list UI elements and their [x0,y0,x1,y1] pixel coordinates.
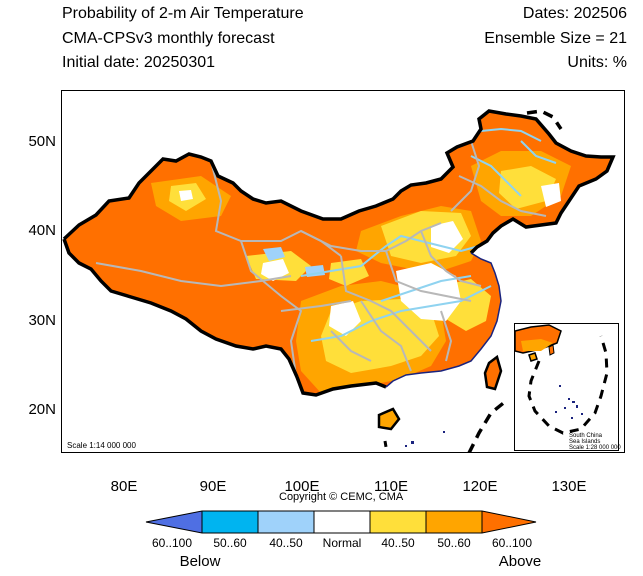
colorbar-above-60-100 [482,511,536,533]
lon-tick-90e: 90E [199,478,227,495]
lon-tick-80e: 80E [110,478,138,495]
above-label: Above [498,553,542,570]
main-scale-label: Scale 1:14 000 000 [67,441,136,450]
lon-tick-100e: 100E [284,478,320,495]
inset-line-1: South China [569,433,603,439]
colorbar-normal [314,511,370,533]
colorbar-label-above-40-50: 40..50 [381,536,415,550]
map-frame [61,90,625,453]
inset-map [515,324,609,435]
lat-tick-40n: 40N [28,222,56,239]
coastline [385,252,502,388]
copyright-label: Copyright © CEMC, CMA [279,491,404,503]
colorbar-label-below-40-50: 40..50 [269,536,303,550]
colorbar-label-above-50-60: 50..60 [437,536,471,550]
initial-date: Initial date: 20250301 [62,54,216,71]
colorbar-below-40-50 [258,511,314,533]
lon-tick-110e: 110E [374,478,408,495]
south-china-sea-inset [514,323,619,451]
inset-line-2: Sea Islands [569,439,601,445]
colorbar-label-below-60-100: 60..100 [151,536,193,550]
lat-tick-30n: 30N [28,312,56,329]
forecast-dates: Dates: 202506 [522,5,627,22]
colorbar-below-60-100 [146,511,202,533]
colorbar-label-below-50-60: 50..60 [213,536,247,550]
lat-tick-50n: 50N [28,133,56,150]
units-label: Units: % [567,54,627,71]
colorbar-label-above-60-100: 60..100 [491,536,533,550]
inset-caption: South China Sea Islands Scale 1:28 000 0… [569,433,621,451]
colorbar-label-normal: Normal [322,536,362,550]
province-borders [95,140,547,377]
probability-field [64,111,613,395]
colorbar-above-50-60 [426,511,482,533]
below-label: Below [179,553,221,570]
china-map [62,109,616,452]
colorbar [145,510,537,534]
model-label: CMA-CPSv3 monthly forecast [62,30,275,47]
hainan-island [377,407,401,431]
lat-tick-20n: 20N [28,401,56,418]
maritime-boundary-north [526,109,563,130]
lon-tick-130e: 130E [551,478,587,495]
ensemble-size: Ensemble Size = 21 [484,30,627,47]
inset-line-3: Scale 1:28 000 000 [569,445,621,451]
colorbar-above-40-50 [370,511,426,533]
colorbar-outline [145,510,537,534]
map-title: Probability of 2-m Air Temperature [62,5,304,22]
colorbar-below-50-60 [202,511,258,533]
maritime-boundary-south [383,440,389,452]
taiwan-island [483,354,503,391]
lon-tick-120e: 120E [462,478,498,495]
small-islands [405,431,445,447]
national-border [62,109,616,397]
maritime-boundary [467,399,508,452]
